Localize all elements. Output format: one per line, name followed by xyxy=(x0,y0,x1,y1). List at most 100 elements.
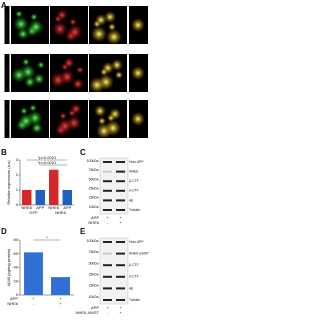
band-label: Aβ xyxy=(129,286,133,290)
signal xyxy=(56,9,68,21)
band-label: α-CTF xyxy=(129,275,139,279)
signal xyxy=(115,71,123,79)
annotation: *p<0.0001 xyxy=(38,155,57,160)
marker-label: 100kDa- xyxy=(87,159,100,163)
marker-label: 15kDa- xyxy=(89,284,100,288)
band xyxy=(103,189,112,192)
marker-label: 50kDa- xyxy=(89,261,100,265)
x-tick-label: APP xyxy=(36,205,44,210)
y-tick-label: 40 xyxy=(14,265,19,270)
band xyxy=(116,299,125,301)
marker-label: 10kDa- xyxy=(89,295,100,299)
condition-label: APP xyxy=(10,296,18,301)
row-label-bg xyxy=(4,100,10,138)
bar xyxy=(24,252,43,295)
signal xyxy=(91,26,107,42)
band-label: Tubulin xyxy=(129,298,140,302)
x-tick-label: NHE6 xyxy=(48,205,59,210)
y-tick-label: 20 xyxy=(14,278,19,283)
band xyxy=(116,170,125,173)
band xyxy=(116,264,125,267)
y-tick-label: 0 xyxy=(16,202,19,207)
condition-label: APP xyxy=(91,215,99,220)
condition-label: NHE6 ΔWST xyxy=(76,310,100,315)
band xyxy=(103,199,112,202)
signal xyxy=(17,28,29,40)
band xyxy=(116,199,125,202)
column-label: BACE1 xyxy=(52,54,67,59)
signal xyxy=(131,112,145,126)
marker-label: 15kDa- xyxy=(89,196,100,200)
band-label: β-CTF xyxy=(129,179,139,183)
column-label: APP xyxy=(13,54,22,59)
signal xyxy=(131,66,145,80)
signal xyxy=(89,77,105,93)
panel-letter: A xyxy=(1,1,7,10)
y-axis-label: Relative expression (a.u) xyxy=(6,160,11,205)
condition-mark: - xyxy=(33,301,35,306)
condition-mark: + xyxy=(59,301,62,306)
y-tick-label: 2 xyxy=(16,172,19,177)
bar xyxy=(22,190,32,205)
signal xyxy=(102,62,114,74)
annotation: * xyxy=(46,235,48,240)
y-tick-label: 60 xyxy=(14,251,19,256)
band xyxy=(103,287,112,290)
band-label: Holo APP xyxy=(129,160,144,164)
band xyxy=(116,241,125,243)
membrane xyxy=(99,157,129,215)
x-tick-label: APP xyxy=(63,205,71,210)
signal xyxy=(28,19,44,35)
bar xyxy=(51,277,70,295)
y-axis-label: Aβ40 (pg/mg protein) xyxy=(6,248,11,286)
condition-mark: + xyxy=(119,305,122,310)
band xyxy=(103,170,112,173)
band-label: α-CTF xyxy=(129,189,139,193)
marker-label: 10kDa- xyxy=(89,205,100,209)
signal xyxy=(50,72,66,88)
condition-mark: - xyxy=(107,310,109,315)
bar xyxy=(49,169,59,205)
band xyxy=(116,287,125,290)
annotation: *p<0.0001 xyxy=(38,160,57,165)
signal xyxy=(18,113,34,129)
marker-label: 25kDa- xyxy=(89,272,100,276)
marker-label: 75kDa- xyxy=(89,250,100,254)
row-label-bg xyxy=(4,6,10,44)
signal xyxy=(37,61,45,69)
panel-letter: D xyxy=(1,227,7,236)
membrane xyxy=(99,237,129,305)
group-label: GFP xyxy=(29,210,38,215)
band xyxy=(116,275,125,278)
column-label: MERGE xyxy=(91,6,108,11)
marker-label: 100kDa- xyxy=(87,239,100,243)
column-label: NHE6 xyxy=(13,6,26,11)
condition-mark: - xyxy=(107,220,109,225)
band xyxy=(116,189,125,192)
condition-mark: + xyxy=(106,305,109,310)
condition-mark: + xyxy=(32,296,35,301)
signal xyxy=(131,18,145,32)
panel-letter: E xyxy=(80,227,86,236)
signal xyxy=(96,123,112,139)
band xyxy=(116,161,125,163)
signal xyxy=(52,21,68,37)
condition-label: APP xyxy=(91,305,99,310)
band xyxy=(103,180,112,183)
band xyxy=(103,252,112,255)
band xyxy=(103,275,112,278)
band xyxy=(116,209,125,211)
condition-mark: + xyxy=(106,215,109,220)
column-label: MERGE xyxy=(91,54,108,59)
band xyxy=(103,264,112,267)
bar xyxy=(62,190,72,205)
signal xyxy=(24,76,36,88)
y-tick-label: 0 xyxy=(16,292,19,297)
condition-mark: + xyxy=(59,296,62,301)
row-label: NHE6 BACE1 xyxy=(4,10,9,39)
signal xyxy=(57,118,73,134)
band xyxy=(103,161,112,163)
condition-mark: + xyxy=(119,215,122,220)
marker-label: 75kDa- xyxy=(89,168,100,172)
row-label-bg xyxy=(4,54,10,92)
